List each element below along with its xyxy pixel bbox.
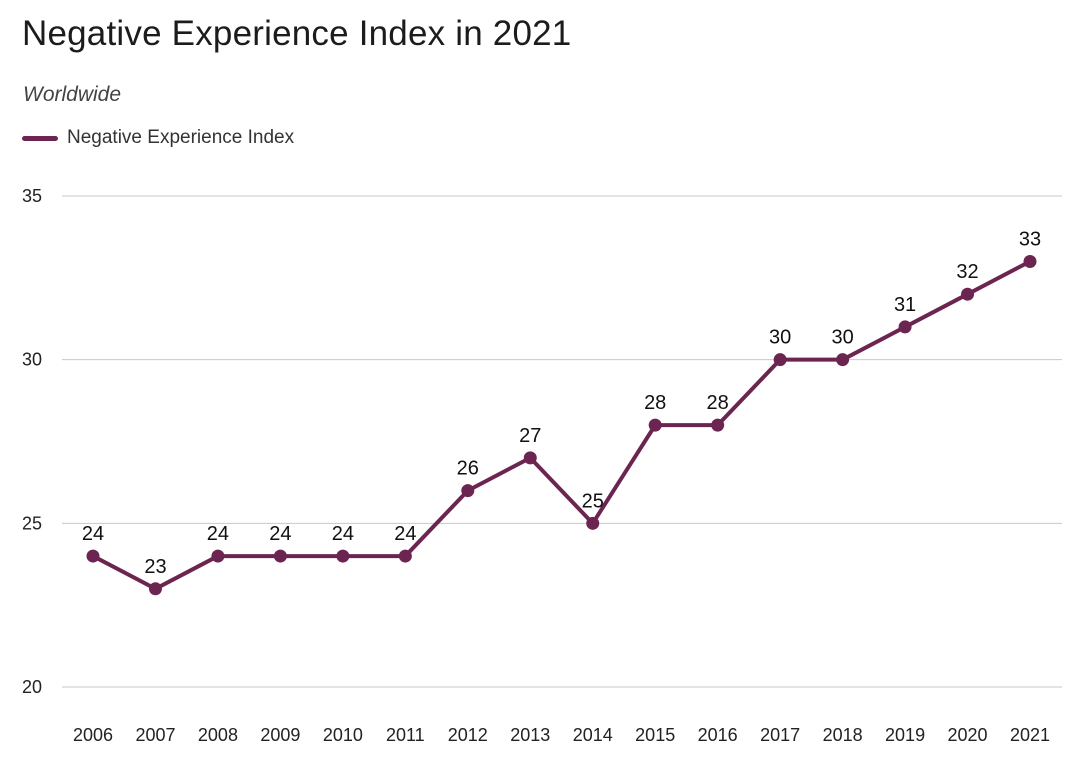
data-point[interactable] xyxy=(1023,254,1037,268)
y-tick-label: 35 xyxy=(22,186,42,206)
data-label: 24 xyxy=(394,523,416,545)
data-label: 32 xyxy=(956,261,978,283)
y-tick-label: 20 xyxy=(22,677,42,697)
x-axis-labels: 2006 2007 2008 2009 2010 2011 2012 2013 2014 2015… xyxy=(73,725,1050,745)
legend-label: Negative Experience Index xyxy=(67,127,295,148)
data-point[interactable] xyxy=(398,549,412,563)
x-tick-label: 2009 xyxy=(260,725,300,745)
data-label: 31 xyxy=(894,294,916,316)
data-point[interactable] xyxy=(273,549,287,563)
data-label: 28 xyxy=(707,392,729,414)
data-label: 24 xyxy=(332,523,354,545)
x-tick-label: 2006 xyxy=(73,725,113,745)
data-label: 25 xyxy=(582,490,604,512)
data-label: 23 xyxy=(144,556,166,578)
y-tick-label: 25 xyxy=(22,513,42,533)
data-point[interactable] xyxy=(773,353,787,367)
data-point[interactable] xyxy=(86,549,100,563)
data-point[interactable] xyxy=(211,549,225,563)
data-point[interactable] xyxy=(461,484,475,498)
data-point[interactable] xyxy=(523,451,537,465)
legend: Negative Experience Index xyxy=(22,127,294,149)
data-label: 27 xyxy=(519,425,541,447)
series-line-group xyxy=(91,259,1032,591)
data-point[interactable] xyxy=(148,582,162,596)
x-tick-label: 2020 xyxy=(948,725,988,745)
x-tick-label: 2010 xyxy=(323,725,363,745)
data-point[interactable] xyxy=(336,549,350,563)
data-labels: 24 23 24 24 24 24 26 27 25 28 28 30 30 31 32 33 xyxy=(82,228,1041,577)
legend-swatch xyxy=(22,135,58,141)
grid-lines xyxy=(62,195,1062,688)
data-point[interactable] xyxy=(586,516,600,530)
x-tick-label: 2012 xyxy=(448,725,488,745)
data-label: 30 xyxy=(831,327,853,349)
x-tick-label: 2007 xyxy=(135,725,175,745)
series-line xyxy=(91,259,1032,591)
data-label: 24 xyxy=(207,523,229,545)
data-point[interactable] xyxy=(836,353,850,367)
data-label: 33 xyxy=(1019,228,1041,250)
x-tick-label: 2014 xyxy=(573,725,613,745)
data-label: 24 xyxy=(269,523,291,545)
data-label: 28 xyxy=(644,392,666,414)
data-point[interactable] xyxy=(898,320,912,334)
x-tick-label: 2017 xyxy=(760,725,800,745)
chart-title: Negative Experience Index in 2021 xyxy=(22,14,572,53)
data-point[interactable] xyxy=(961,287,975,301)
data-point[interactable] xyxy=(711,418,725,432)
data-point[interactable] xyxy=(648,418,662,432)
x-tick-label: 2021 xyxy=(1010,725,1050,745)
y-tick-label: 30 xyxy=(22,350,42,370)
data-points xyxy=(86,254,1037,596)
y-axis-labels: 20 25 30 35 xyxy=(22,186,42,697)
x-tick-label: 2018 xyxy=(823,725,863,745)
x-tick-label: 2016 xyxy=(698,725,738,745)
x-tick-label: 2013 xyxy=(510,725,550,745)
data-label: 30 xyxy=(769,327,791,349)
x-tick-label: 2019 xyxy=(885,725,925,745)
x-tick-label: 2011 xyxy=(386,725,425,745)
x-tick-label: 2008 xyxy=(198,725,238,745)
chart-subtitle: Worldwide xyxy=(23,83,122,106)
x-tick-label: 2015 xyxy=(635,725,675,745)
data-label: 24 xyxy=(82,523,104,545)
data-label: 26 xyxy=(457,458,479,480)
